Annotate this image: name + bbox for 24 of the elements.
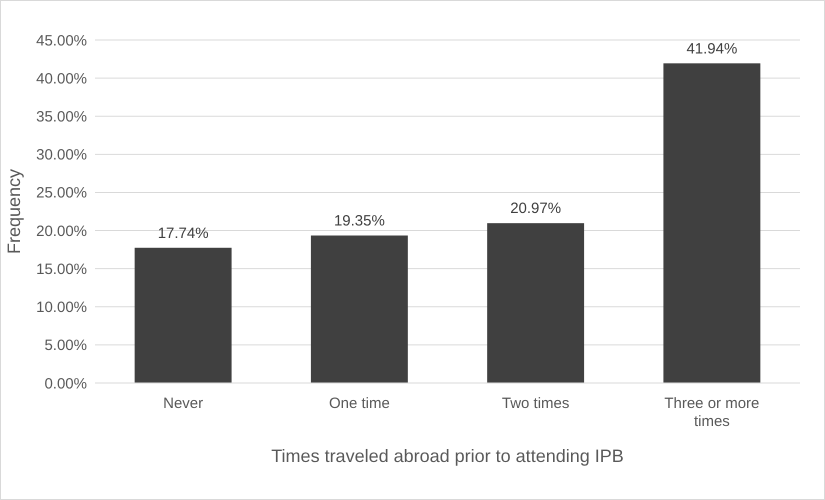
bar <box>663 63 760 383</box>
y-tick-label: 15.00% <box>36 260 87 278</box>
y-tick-label: 10.00% <box>36 299 87 316</box>
x-tick-label: Two times <box>502 395 570 412</box>
x-tick-label: Never <box>163 395 204 412</box>
y-tick-label: 5.00% <box>44 337 87 354</box>
y-tick-label: 40.00% <box>36 70 87 88</box>
x-tick-label: Three or more times <box>664 395 760 430</box>
data-label: 41.94% <box>686 40 738 58</box>
y-tick-label: 0.00% <box>44 375 87 392</box>
bar <box>134 248 232 383</box>
y-tick-label: 35.00% <box>36 108 87 126</box>
y-axis-title: Frequency <box>4 168 24 254</box>
y-tick-label: 20.00% <box>36 222 87 240</box>
x-axis-title: Times traveled abroad prior to attending IPB <box>271 446 624 466</box>
y-tick-label: 45.00% <box>36 32 87 50</box>
x-tick-label: One time <box>328 395 390 412</box>
bar <box>310 236 408 383</box>
data-label: 20.97% <box>510 200 562 218</box>
data-label: 19.35% <box>334 212 385 230</box>
y-tick-label: 30.00% <box>36 146 87 164</box>
data-label: 17.74% <box>158 224 209 242</box>
y-tick-label: 25.00% <box>36 184 87 202</box>
bar <box>487 223 584 383</box>
